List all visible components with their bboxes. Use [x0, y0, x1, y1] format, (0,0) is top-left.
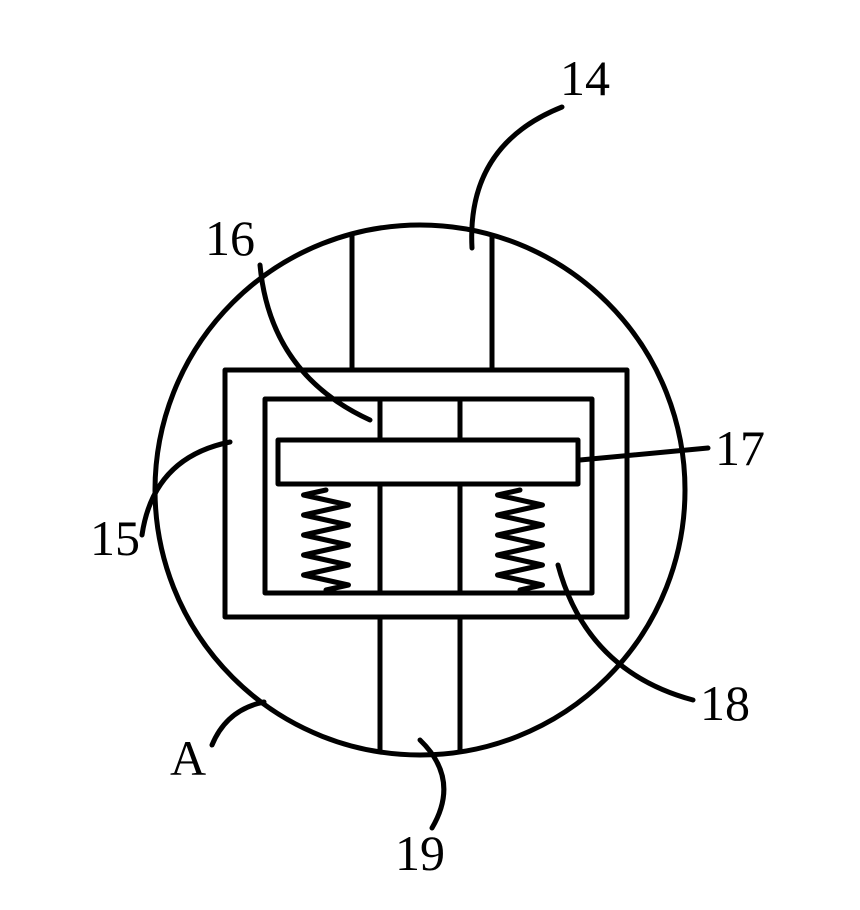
spring-left — [304, 490, 349, 590]
clipped-content — [352, 185, 492, 804]
label-l17: 17 — [715, 420, 765, 476]
diagram-canvas: 14 16 17 15 18 19 A — [0, 0, 860, 910]
label-l19: 19 — [395, 825, 445, 881]
outer-box — [225, 370, 627, 617]
label-l16: 16 — [205, 210, 255, 266]
spring-right — [498, 490, 543, 590]
leader-lead17 — [580, 448, 708, 460]
label-lA: A — [170, 730, 206, 786]
label-l15: 15 — [90, 510, 140, 566]
detail-circle — [155, 225, 685, 755]
label-l14: 14 — [560, 50, 610, 106]
leader-lead14 — [472, 107, 562, 248]
label-l18: 18 — [700, 675, 750, 731]
plate — [278, 440, 578, 484]
leader-leadA — [212, 702, 264, 745]
